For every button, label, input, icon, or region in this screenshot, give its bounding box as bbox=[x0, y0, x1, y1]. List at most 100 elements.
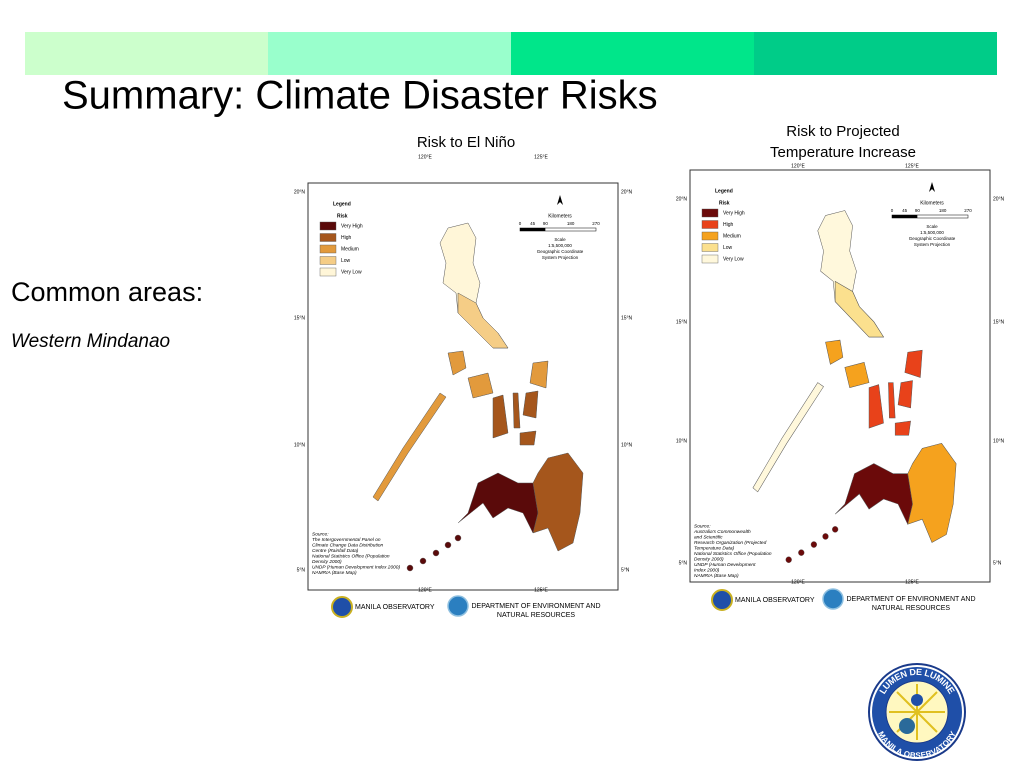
legend-label: High bbox=[341, 235, 352, 241]
scale-text: 1:5,500,000 bbox=[920, 230, 944, 235]
legend-swatch bbox=[319, 221, 337, 231]
legend-swatch bbox=[319, 267, 337, 277]
island bbox=[512, 392, 521, 429]
map-islands bbox=[372, 222, 584, 572]
island bbox=[447, 350, 467, 376]
org2: NATURAL RESOURCES bbox=[872, 605, 951, 612]
island bbox=[492, 394, 509, 439]
north-arrow bbox=[929, 182, 935, 192]
source-line: Temperature Data) bbox=[694, 545, 734, 551]
source-line: and Scientific bbox=[694, 534, 723, 540]
scale-text: Scale bbox=[554, 237, 566, 242]
island bbox=[897, 380, 913, 409]
legend-swatch bbox=[701, 243, 719, 252]
scale-tick: 270 bbox=[964, 208, 972, 213]
island bbox=[868, 384, 884, 429]
lat-label: 20°N bbox=[676, 196, 688, 202]
source-line: NAMRIA (Base Map) bbox=[312, 570, 357, 576]
legend-subtitle: Risk bbox=[337, 213, 348, 219]
source-line: Source: bbox=[694, 523, 711, 529]
source-line: Density 2000) bbox=[694, 556, 724, 562]
scale-tick: 45 bbox=[902, 208, 908, 213]
island bbox=[432, 549, 440, 557]
scale-unit: Kilometers bbox=[548, 213, 572, 219]
header-bar bbox=[25, 32, 268, 75]
scale-bar bbox=[520, 228, 546, 231]
header-bar bbox=[268, 32, 511, 75]
legend-subtitle: Risk bbox=[719, 200, 730, 206]
legend-swatch bbox=[319, 244, 337, 254]
slide-title: Summary: Climate Disaster Risks bbox=[62, 74, 658, 118]
legend-label: Low bbox=[341, 258, 351, 264]
lat-label: 20°N bbox=[621, 189, 633, 195]
badge-rays bbox=[889, 684, 945, 740]
org1: MANILA OBSERVATORY bbox=[355, 604, 435, 611]
map-title: Temperature Increase bbox=[770, 144, 916, 161]
island bbox=[888, 382, 896, 419]
scale-tick: 45 bbox=[530, 221, 536, 226]
denr-logo bbox=[447, 595, 469, 617]
denr-logo bbox=[822, 588, 844, 610]
island bbox=[467, 372, 494, 399]
island bbox=[532, 452, 584, 552]
legend-label: High bbox=[723, 222, 734, 228]
island bbox=[825, 339, 844, 365]
scale-tick: 0 bbox=[519, 221, 522, 226]
lat-label: 10°N bbox=[294, 442, 306, 448]
header-bar bbox=[511, 32, 754, 75]
lon-label: 120°E bbox=[791, 579, 805, 585]
lat-label: 5°N bbox=[621, 567, 630, 573]
org2: DEPARTMENT OF ENVIRONMENT AND bbox=[472, 603, 601, 610]
scale-text: System Projection bbox=[914, 242, 951, 247]
legend-label: Medium bbox=[723, 233, 741, 239]
lat-label: 10°N bbox=[621, 442, 633, 448]
island bbox=[752, 382, 824, 493]
legend-label: Medium bbox=[341, 246, 359, 252]
island bbox=[798, 549, 805, 556]
legend-swatch bbox=[701, 231, 719, 241]
map-islands bbox=[752, 210, 957, 563]
island bbox=[894, 420, 911, 436]
lat-label: 20°N bbox=[294, 189, 306, 195]
scale-text: Geographic Coordinate bbox=[909, 236, 956, 241]
lat-label: 15°N bbox=[993, 319, 1005, 325]
source-line: Climate Change Data Distribution bbox=[312, 542, 384, 548]
scale-tick: 180 bbox=[939, 208, 947, 213]
legend-title: Legend bbox=[333, 201, 351, 207]
legend-label: Very Low bbox=[341, 269, 362, 275]
scale-text: Scale bbox=[926, 224, 938, 229]
observatory-logo bbox=[331, 596, 353, 618]
badge: LUMEN DE LUMINE MANILA OBSERVATORY bbox=[868, 663, 966, 761]
island bbox=[822, 533, 829, 540]
map-panel: Risk to Projected Temperature Increase 20°… bbox=[676, 123, 1005, 612]
map-title: Risk to El Niño bbox=[417, 134, 515, 151]
lat-label: 5°N bbox=[679, 560, 688, 566]
island bbox=[522, 390, 539, 419]
island bbox=[454, 534, 462, 542]
legend-label: Low bbox=[723, 245, 733, 251]
island bbox=[457, 292, 509, 349]
scale-unit: Kilometers bbox=[920, 200, 944, 206]
scale-text: 1:5,500,000 bbox=[548, 243, 572, 248]
source-line: National Statistics Office (Population bbox=[694, 551, 772, 557]
org2: DEPARTMENT OF ENVIRONMENT AND bbox=[847, 596, 976, 603]
sidebar-item: Western Mindanao bbox=[11, 331, 170, 352]
island bbox=[419, 557, 427, 565]
island bbox=[832, 526, 839, 533]
source-line: Index 2000) bbox=[694, 567, 720, 573]
org2: NATURAL RESOURCES bbox=[497, 612, 576, 619]
lat-label: 15°N bbox=[621, 315, 633, 321]
lon-label: 125°E bbox=[905, 163, 919, 169]
source-line: UNDP (Human Development bbox=[694, 562, 756, 568]
island bbox=[810, 541, 817, 548]
source-line: UNDP (Human Development Index 2000) bbox=[312, 564, 400, 570]
scale-tick: 90 bbox=[915, 208, 921, 213]
legend-swatch bbox=[701, 220, 719, 229]
scale-text: Geographic Coordinate bbox=[537, 249, 584, 254]
org1: MANILA OBSERVATORY bbox=[735, 597, 815, 604]
legend-label: Very Low bbox=[723, 256, 744, 262]
island bbox=[372, 392, 447, 502]
lat-label: 15°N bbox=[294, 315, 306, 321]
source-line: The Intergovernmental Panel on bbox=[312, 537, 381, 543]
lat-label: 5°N bbox=[297, 567, 306, 573]
